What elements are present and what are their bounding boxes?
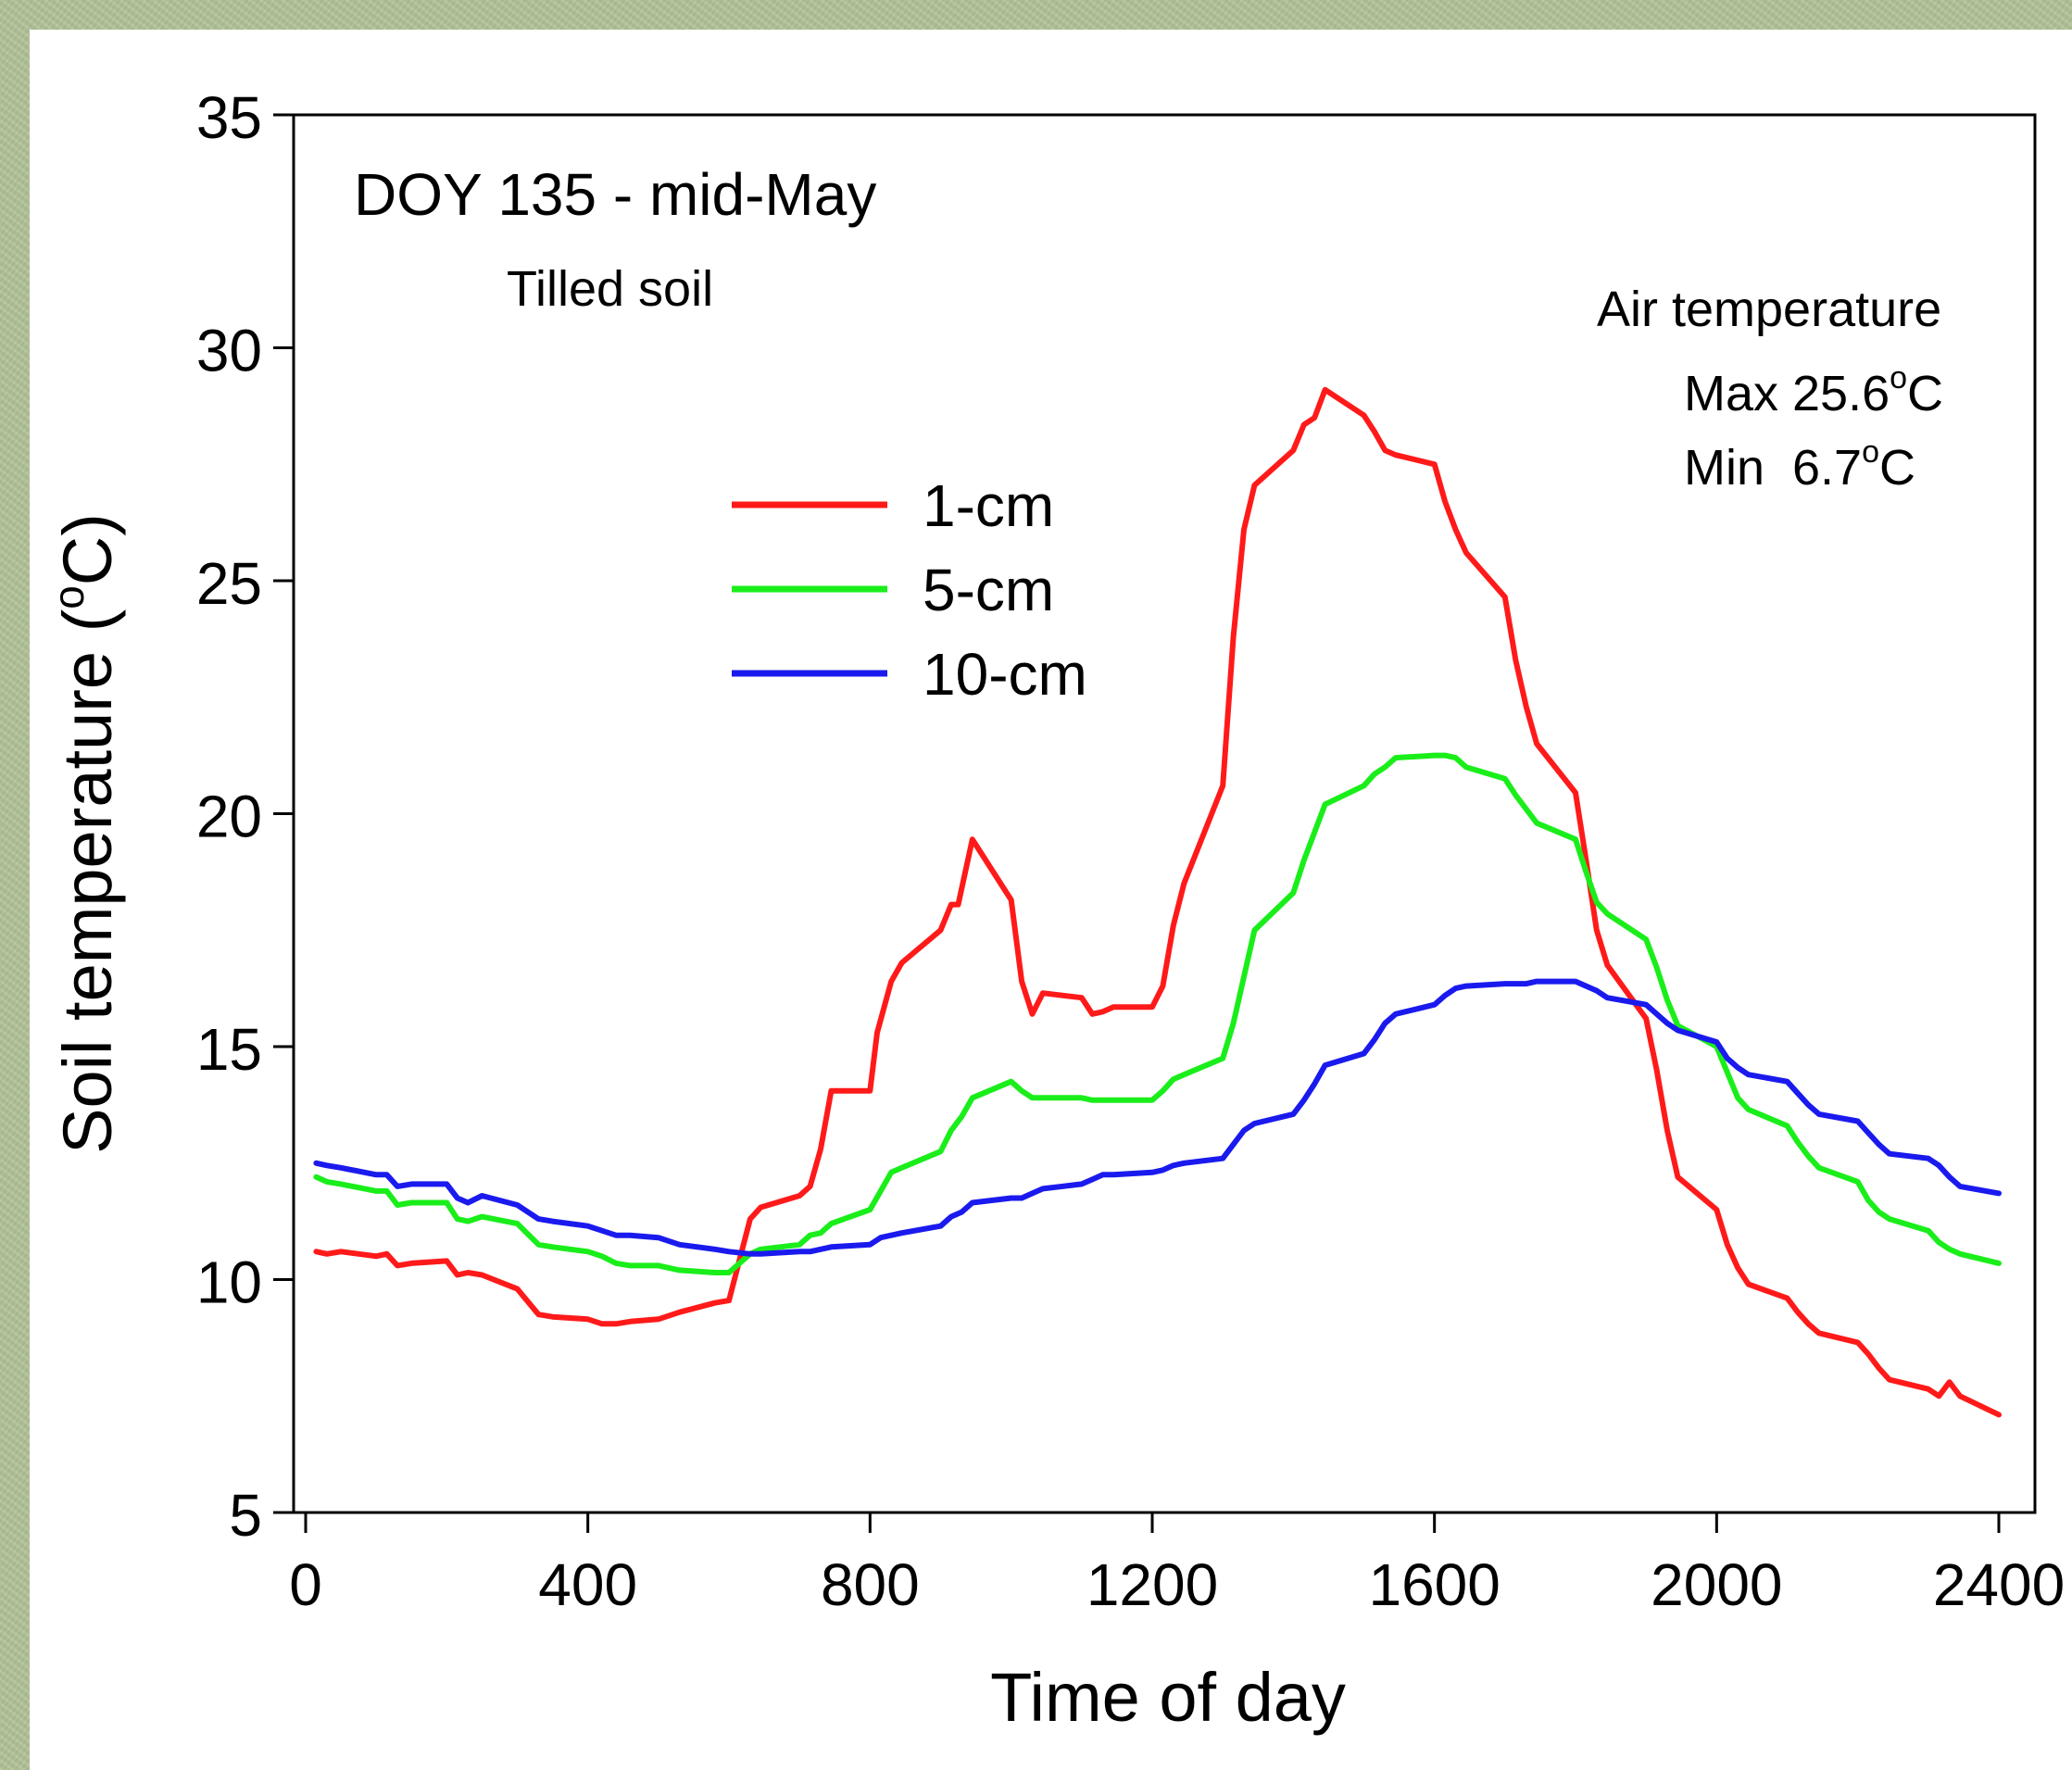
y-tick-label: 5 bbox=[229, 1482, 262, 1549]
annotation-min: Min 6.7oC bbox=[1684, 434, 1915, 496]
y-tick-label: 35 bbox=[196, 84, 262, 151]
y-axis: 5 10 15 20 25 30 35 bbox=[196, 84, 294, 1549]
x-axis-label: Time of day bbox=[990, 1659, 1346, 1736]
legend-label: 5-cm bbox=[923, 557, 1054, 623]
y-axis-label-text: Soil temperature ( bbox=[49, 609, 126, 1153]
legend: 1-cm 5-cm 10-cm bbox=[732, 472, 1087, 708]
chart-title: DOY 135 - mid-May bbox=[354, 161, 876, 228]
annotation-min-degree: o bbox=[1862, 434, 1879, 470]
annotation-max-label: Max 25.6 bbox=[1684, 366, 1890, 421]
x-tick-label: 1200 bbox=[1086, 1551, 1218, 1618]
legend-label: 1-cm bbox=[923, 472, 1054, 539]
x-tick-label: 400 bbox=[538, 1551, 637, 1618]
series-line-1-cm bbox=[313, 386, 2002, 1418]
annotation-max-degree: o bbox=[1890, 360, 1907, 395]
chart-panel bbox=[30, 30, 2072, 1770]
x-tick-label: 1600 bbox=[1368, 1551, 1500, 1618]
x-tick-label: 2000 bbox=[1651, 1551, 1782, 1618]
y-axis-label: Soil temperature (oC) bbox=[44, 513, 126, 1154]
y-tick-label: 25 bbox=[196, 550, 262, 617]
y-tick-label: 30 bbox=[196, 318, 262, 384]
legend-label: 10-cm bbox=[923, 641, 1087, 708]
annotation-max: Max 25.6oC bbox=[1684, 360, 1943, 421]
chart-subtitle: Tilled soil bbox=[507, 261, 713, 317]
y-axis-label-degree: o bbox=[44, 585, 93, 609]
y-axis-label-unit: C) bbox=[49, 513, 126, 585]
y-tick-label: 20 bbox=[196, 784, 262, 850]
y-tick-label: 10 bbox=[196, 1249, 262, 1316]
x-tick-label: 2400 bbox=[1933, 1551, 2065, 1618]
annotation-min-label: Min 6.7 bbox=[1684, 440, 1862, 496]
x-tick-label: 800 bbox=[821, 1551, 920, 1618]
annotation-title: Air temperature bbox=[1597, 282, 1941, 337]
series-line-5-cm bbox=[313, 752, 2002, 1275]
annotation-min-unit: C bbox=[1879, 440, 1915, 496]
annotation-max-unit: C bbox=[1907, 366, 1943, 421]
series-lines bbox=[313, 386, 2002, 1418]
x-axis: 0 400 800 1200 1600 2000 2400 bbox=[289, 1513, 2065, 1618]
x-tick-label: 0 bbox=[289, 1551, 322, 1618]
y-tick-label: 15 bbox=[196, 1016, 262, 1083]
series-line-10-cm bbox=[313, 978, 2002, 1257]
